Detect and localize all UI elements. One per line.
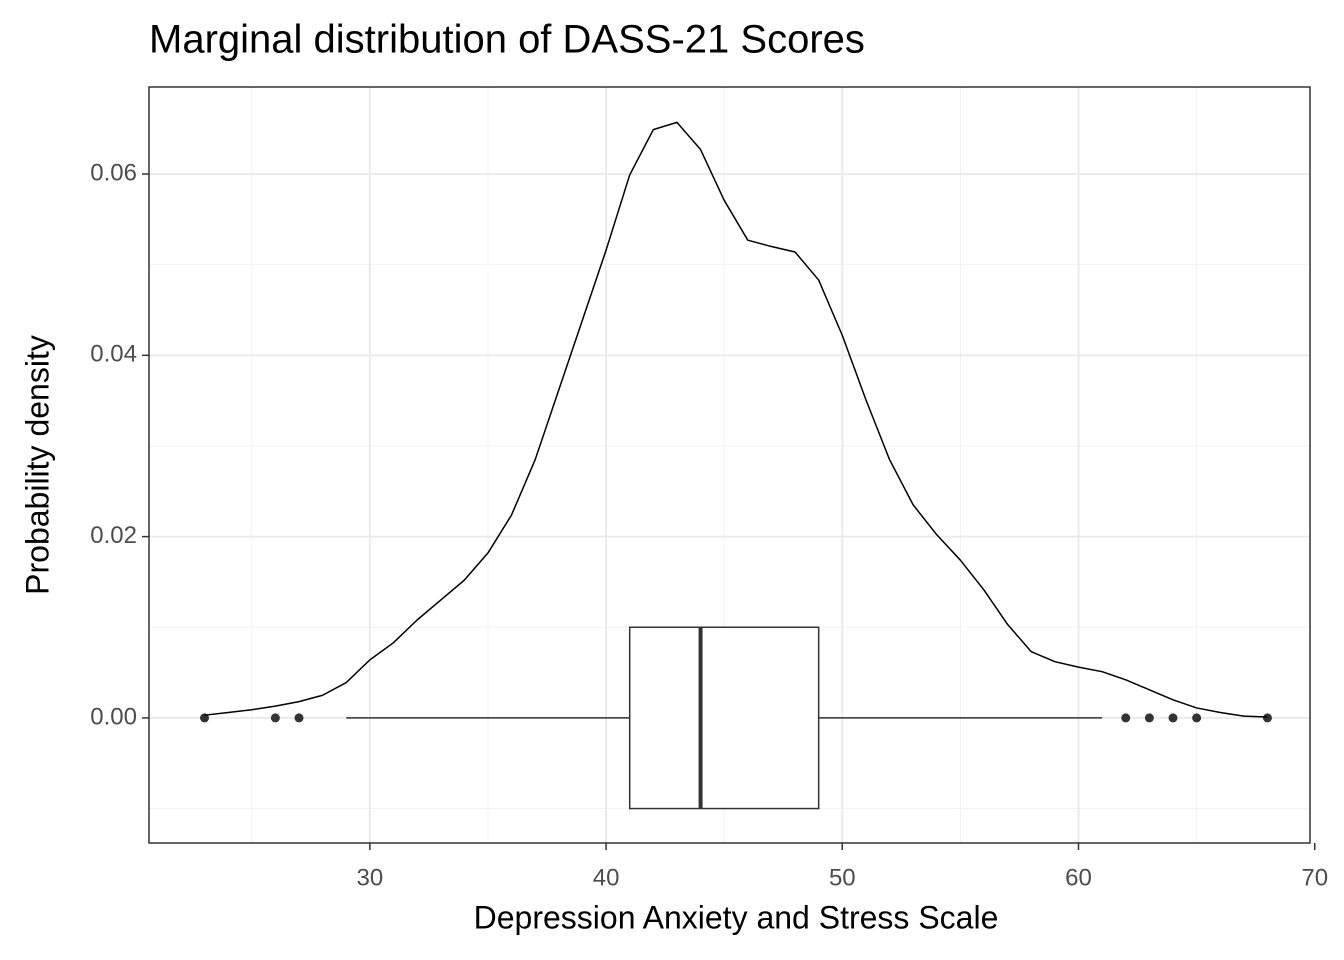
outlier (294, 713, 304, 723)
x-tick-label: 50 (829, 864, 856, 891)
panel-border (148, 86, 1311, 844)
x-axis-label: Depression Anxiety and Stress Scale (474, 899, 999, 935)
outlier (1262, 713, 1272, 723)
x-tick-label: 60 (1065, 864, 1092, 891)
y-tick-label: 0.04 (90, 341, 137, 368)
outlier (270, 713, 280, 723)
y-tick-label: 0.06 (90, 159, 137, 186)
box (628, 626, 820, 810)
outlier (1168, 713, 1178, 723)
outlier (1192, 713, 1202, 723)
outlier (1144, 713, 1154, 723)
outlier (1121, 713, 1131, 723)
x-tick-label: 30 (357, 864, 384, 891)
density-line (204, 121, 1268, 718)
x-tick-label: 40 (593, 864, 620, 891)
x-tick-label: 70 (1301, 864, 1328, 891)
y-axis-label: Probability density (19, 335, 55, 595)
y-tick-label: 0.00 (90, 703, 137, 730)
y-tick-label: 0.02 (90, 522, 137, 549)
chart-title: Marginal distribution of DASS-21 Scores (149, 18, 865, 62)
